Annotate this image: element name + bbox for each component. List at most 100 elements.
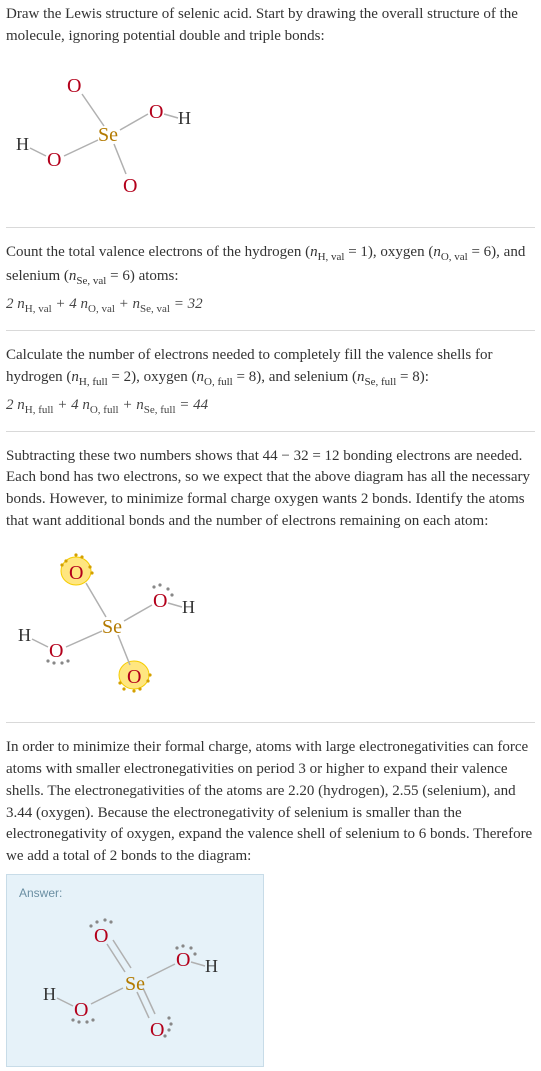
atom2-h-r: H	[182, 597, 195, 617]
n1: n	[310, 244, 318, 260]
valence-count-text: Count the total valence electrons of the…	[6, 242, 535, 290]
atom-h-r: H	[178, 108, 191, 128]
e1c: +	[115, 296, 133, 312]
equation-1: 2 nH, val + 4 nO, val + nSe, val = 32	[6, 294, 535, 318]
answer-box: Answer: Se O O O O H H	[6, 874, 264, 1067]
lp	[64, 559, 67, 562]
lp	[109, 921, 112, 924]
lewis-svg-2: Se O O O O H H	[6, 543, 216, 703]
bond3-o-h-l	[57, 998, 73, 1006]
equation-2: 2 nH, full + 4 nO, full + nSe, full = 44	[6, 395, 535, 419]
atom3-se: Se	[125, 973, 145, 995]
atom2-o-tl: O	[69, 562, 83, 584]
intro-text: Draw the Lewis structure of selenic acid…	[6, 4, 535, 48]
e1b: + 4	[52, 296, 81, 312]
n5: n	[197, 369, 205, 385]
lp	[170, 593, 173, 596]
lp	[152, 585, 155, 588]
p2a: Count the total valence electrons of the…	[6, 244, 310, 260]
lp	[95, 921, 98, 924]
bond2-o-h-r	[168, 603, 182, 607]
atom-h-l: H	[16, 134, 29, 154]
s6: Se, full	[365, 376, 397, 388]
bond-se-o-tl	[82, 94, 104, 126]
electronegativity-text: In order to minimize their formal charge…	[6, 737, 535, 868]
bond3-se-o-tl-b	[113, 940, 131, 968]
atom2-o-tr: O	[153, 590, 167, 612]
lp	[169, 1023, 172, 1026]
p2b: = 1), oxygen (	[344, 244, 433, 260]
atom3-o-bl: O	[74, 999, 88, 1021]
e2a: 2	[6, 397, 17, 413]
lp	[167, 1017, 170, 1020]
s5: O, full	[204, 376, 233, 388]
separator-1	[6, 227, 535, 228]
lp	[88, 565, 91, 568]
e1n2: n	[81, 296, 89, 312]
atom2-se: Se	[102, 616, 122, 638]
e1d: = 32	[170, 296, 203, 312]
lewis-diagram-1: Se O O O O H H	[6, 58, 535, 216]
lp	[103, 919, 106, 922]
atom3-h-r: H	[205, 956, 218, 976]
lewis-svg-1: Se O O O O H H	[6, 58, 206, 208]
p2d: = 6) atoms:	[106, 268, 178, 284]
bond2-se-o-tr	[124, 605, 152, 621]
bond3-se-o-tr	[147, 964, 175, 978]
bond3-se-o-bl	[91, 988, 123, 1004]
separator-2	[6, 330, 535, 331]
lp	[60, 563, 63, 566]
e1s2: O, val	[88, 303, 115, 315]
lp	[122, 687, 125, 690]
p3d: = 8):	[396, 369, 429, 385]
atom-se: Se	[98, 124, 118, 146]
e1s1: H, val	[25, 303, 52, 315]
bond-o-h-r	[164, 114, 178, 118]
e2c: +	[119, 397, 137, 413]
s2: O, val	[441, 251, 468, 263]
lewis-svg-answer: Se O O O O H H	[19, 906, 249, 1046]
e2n3: n	[136, 397, 144, 413]
atom2-o-b: O	[127, 666, 141, 688]
e2s3: Se, full	[144, 404, 176, 416]
bond-se-o-b	[114, 144, 126, 174]
lp	[148, 673, 151, 676]
e2s2: O, full	[90, 404, 119, 416]
p3c: = 8), and selenium (	[233, 369, 357, 385]
lp	[80, 555, 83, 558]
atom-o-bl: O	[47, 149, 61, 171]
lp	[146, 679, 149, 682]
n6: n	[357, 369, 365, 385]
atom-o-tr: O	[149, 101, 163, 123]
atom3-o-tr: O	[176, 949, 190, 971]
separator-4	[6, 722, 535, 723]
lp	[74, 553, 77, 556]
e1a: 2	[6, 296, 17, 312]
lewis-diagram-2: Se O O O O H H	[6, 543, 535, 711]
n2: n	[433, 244, 441, 260]
atom2-o-bl: O	[49, 640, 63, 662]
atom-o-tl: O	[67, 75, 81, 97]
answer-label: Answer:	[19, 885, 251, 902]
bond-o-h-l	[30, 148, 46, 156]
e2n2: n	[82, 397, 90, 413]
e2d: = 44	[176, 397, 209, 413]
lp	[90, 571, 93, 574]
e2n1: n	[17, 397, 25, 413]
lp	[66, 659, 69, 662]
lp	[118, 681, 121, 684]
bond-se-o-tr	[120, 114, 148, 130]
bond2-o-h-l	[32, 639, 48, 647]
atom-o-b: O	[123, 175, 137, 197]
p3b: = 2), oxygen (	[108, 369, 197, 385]
e2b: + 4	[53, 397, 82, 413]
bond-se-o-bl	[64, 140, 98, 156]
bond3-se-o-tl-a	[107, 944, 125, 972]
lp	[91, 1019, 94, 1022]
bond2-se-o-bl	[66, 631, 102, 647]
lp	[89, 925, 92, 928]
lp	[158, 583, 161, 586]
lp	[181, 945, 184, 948]
e1s3: Se, val	[140, 303, 170, 315]
atom3-o-tl: O	[94, 925, 108, 947]
